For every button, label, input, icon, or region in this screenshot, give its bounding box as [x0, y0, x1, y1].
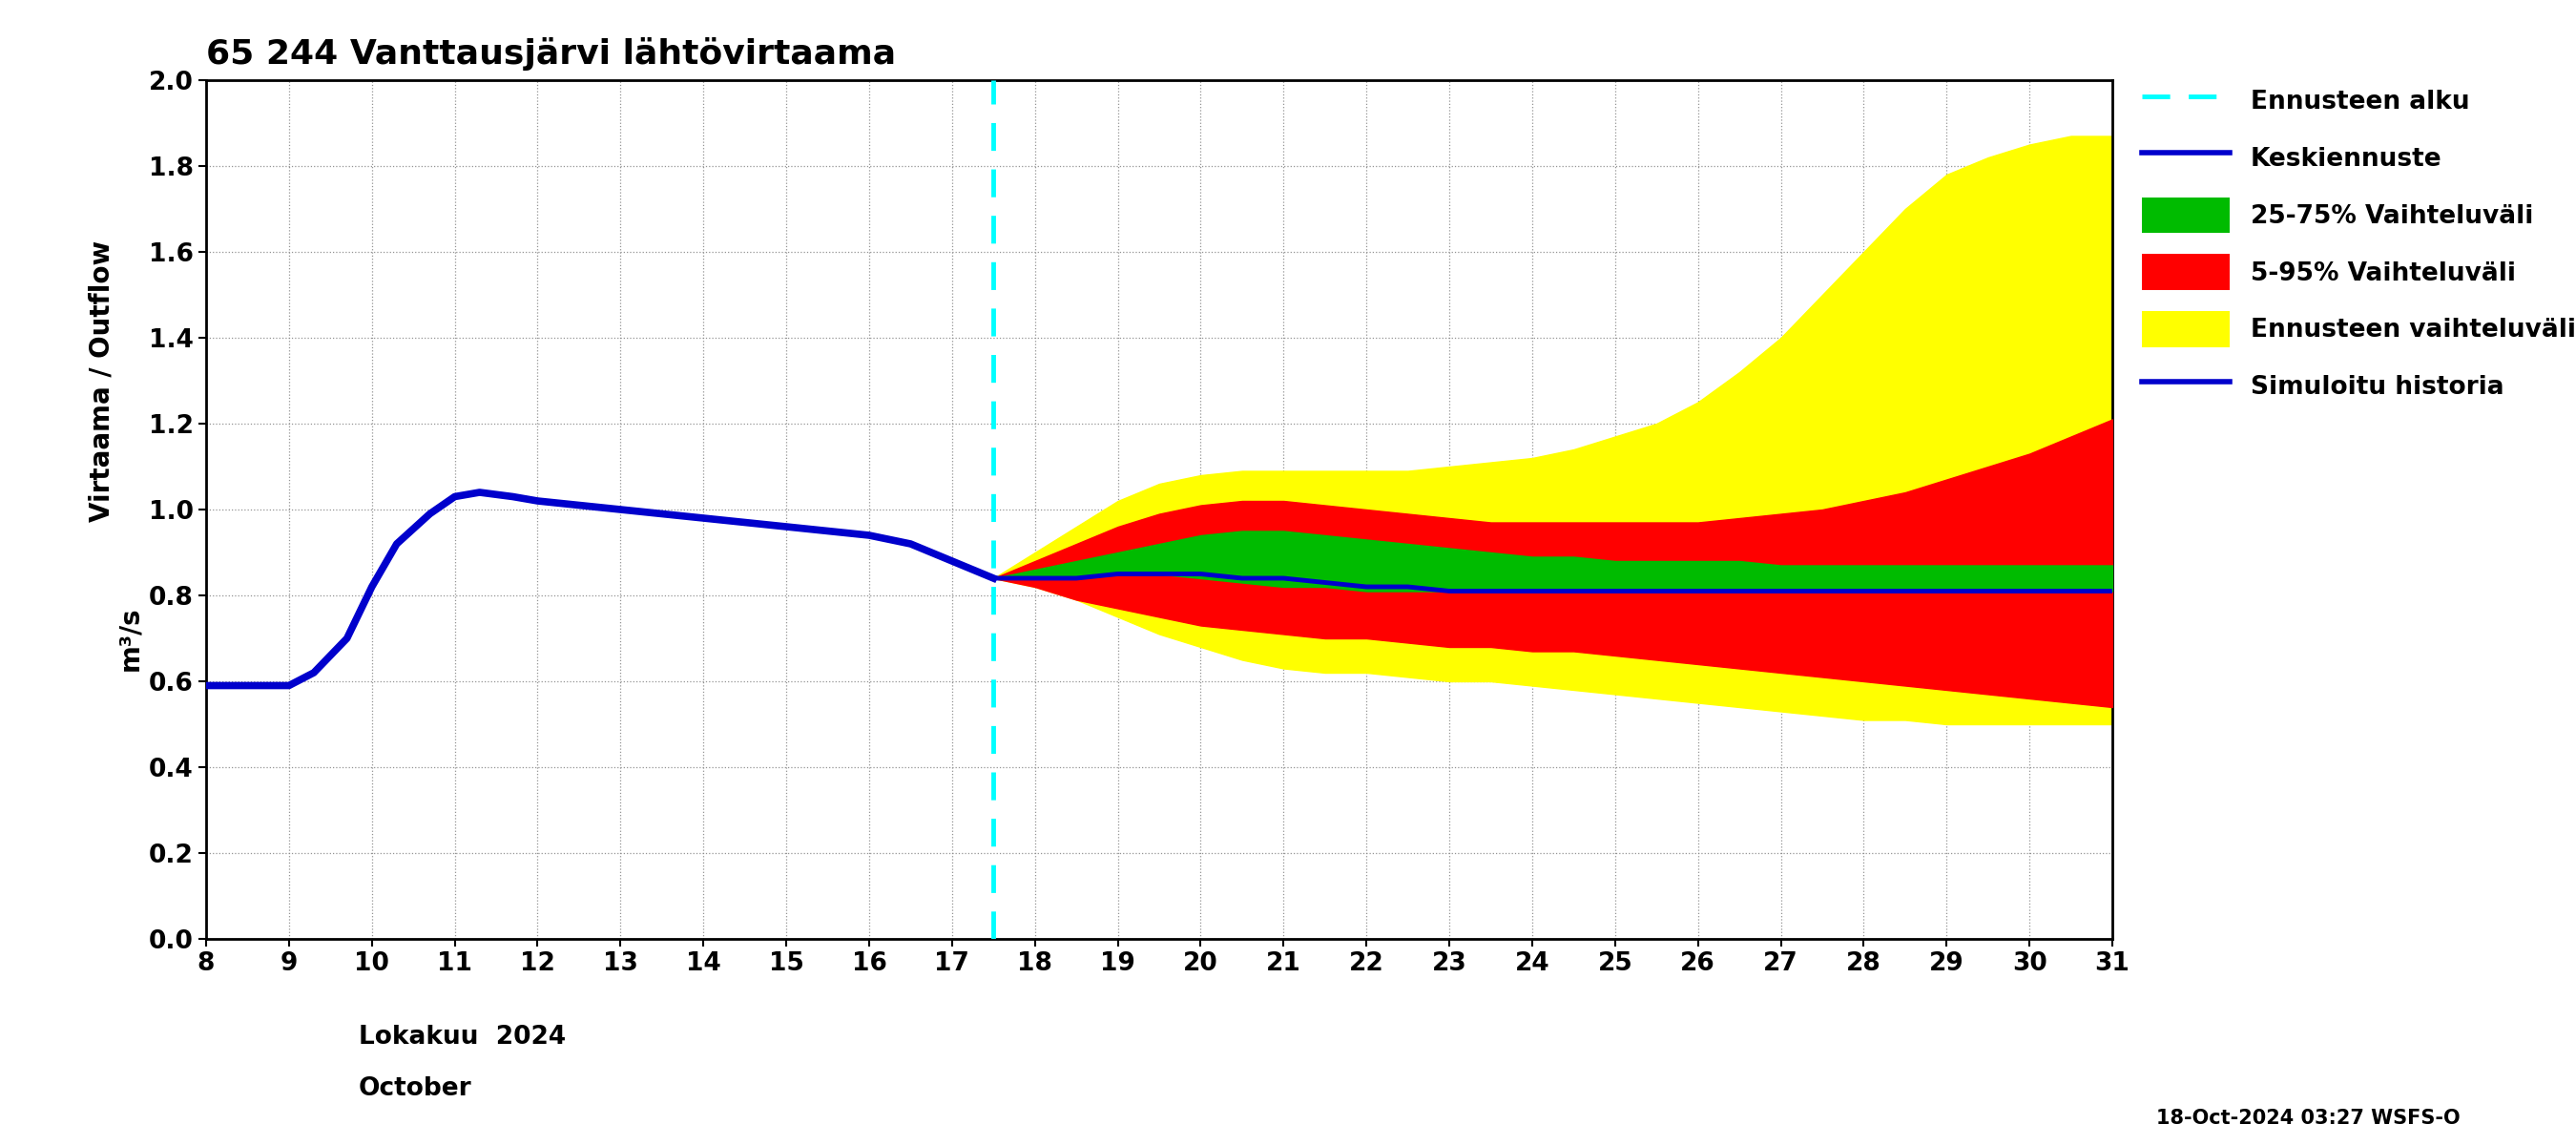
Text: Lokakuu  2024: Lokakuu 2024 [358, 1025, 567, 1050]
Text: October: October [358, 1076, 471, 1101]
Text: 65 244 Vanttausjärvi lähtövirtaama: 65 244 Vanttausjärvi lähtövirtaama [206, 38, 896, 71]
Legend: Ennusteen alku, Keskiennuste, 25-75% Vaihteluväli, 5-95% Vaihteluväli, Ennusteen: Ennusteen alku, Keskiennuste, 25-75% Vai… [2136, 76, 2576, 411]
Text: m³/s: m³/s [116, 606, 144, 671]
Text: 18-Oct-2024 03:27 WSFS-O: 18-Oct-2024 03:27 WSFS-O [2156, 1108, 2460, 1128]
Text: Virtaama / Outflow: Virtaama / Outflow [88, 240, 113, 521]
